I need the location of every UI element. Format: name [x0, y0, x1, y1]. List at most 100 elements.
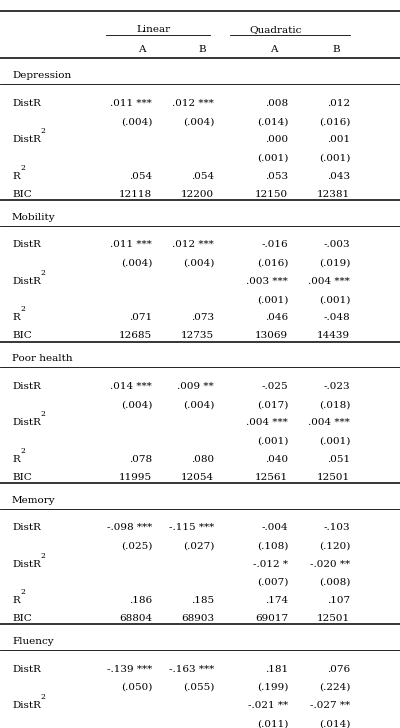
- Text: .011 ***: .011 ***: [110, 240, 152, 250]
- Text: (.007): (.007): [257, 578, 288, 587]
- Text: -.027 **: -.027 **: [310, 701, 350, 711]
- Text: Poor health: Poor health: [12, 354, 73, 363]
- Text: 2: 2: [20, 305, 25, 313]
- Text: 12200: 12200: [181, 190, 214, 199]
- Text: Quadratic: Quadratic: [250, 25, 302, 34]
- Text: 12150: 12150: [255, 190, 288, 199]
- Text: (.001): (.001): [319, 154, 350, 162]
- Text: .181: .181: [265, 665, 288, 674]
- Text: (.014): (.014): [257, 117, 288, 126]
- Text: DistR: DistR: [12, 701, 41, 711]
- Text: .004 ***: .004 ***: [308, 277, 350, 286]
- Text: DistR: DistR: [12, 277, 41, 286]
- Text: .076: .076: [327, 665, 350, 674]
- Text: 12561: 12561: [255, 473, 288, 482]
- Text: .003 ***: .003 ***: [246, 277, 288, 286]
- Text: 13069: 13069: [255, 331, 288, 341]
- Text: .078: .078: [129, 455, 152, 464]
- Text: (.004): (.004): [121, 258, 152, 268]
- Text: -.103: -.103: [323, 523, 350, 532]
- Text: 12501: 12501: [317, 473, 350, 482]
- Text: DistR: DistR: [12, 523, 41, 532]
- Text: -.163 ***: -.163 ***: [169, 665, 214, 674]
- Text: .174: .174: [265, 596, 288, 605]
- Text: (.016): (.016): [319, 117, 350, 126]
- Text: .185: .185: [191, 596, 214, 605]
- Text: (.018): (.018): [319, 400, 350, 409]
- Text: (.004): (.004): [121, 400, 152, 409]
- Text: .004 ***: .004 ***: [246, 419, 288, 427]
- Text: 12685: 12685: [119, 331, 152, 341]
- Text: 2: 2: [20, 447, 25, 455]
- Text: .001: .001: [327, 135, 350, 144]
- Text: 2: 2: [20, 164, 25, 172]
- Text: (.011): (.011): [257, 719, 288, 728]
- Text: -.023: -.023: [323, 382, 350, 391]
- Text: 14439: 14439: [317, 331, 350, 341]
- Text: .054: .054: [129, 172, 152, 181]
- Text: 2: 2: [41, 552, 46, 560]
- Text: (.001): (.001): [257, 154, 288, 162]
- Text: 2: 2: [41, 127, 46, 135]
- Text: DistR: DistR: [12, 240, 41, 250]
- Text: (.017): (.017): [257, 400, 288, 409]
- Text: .040: .040: [265, 455, 288, 464]
- Text: R: R: [12, 313, 20, 323]
- Text: (.001): (.001): [257, 437, 288, 446]
- Text: -.048: -.048: [323, 313, 350, 323]
- Text: (.019): (.019): [319, 258, 350, 268]
- Text: .009 **: .009 **: [177, 382, 214, 391]
- Text: (.199): (.199): [257, 683, 288, 692]
- Text: (.004): (.004): [183, 258, 214, 268]
- Text: Memory: Memory: [12, 496, 56, 505]
- Text: (.001): (.001): [319, 295, 350, 304]
- Text: -.012 *: -.012 *: [253, 560, 288, 569]
- Text: (.027): (.027): [183, 542, 214, 550]
- Text: -.016: -.016: [261, 240, 288, 250]
- Text: 68804: 68804: [119, 614, 152, 623]
- Text: .186: .186: [129, 596, 152, 605]
- Text: 12501: 12501: [317, 614, 350, 623]
- Text: BIC: BIC: [12, 473, 32, 482]
- Text: 12054: 12054: [181, 473, 214, 482]
- Text: A: A: [270, 45, 278, 55]
- Text: (.025): (.025): [121, 542, 152, 550]
- Text: -.021 **: -.021 **: [248, 701, 288, 711]
- Text: .054: .054: [191, 172, 214, 181]
- Text: (.055): (.055): [183, 683, 214, 692]
- Text: BIC: BIC: [12, 614, 32, 623]
- Text: B: B: [198, 45, 206, 55]
- Text: .053: .053: [265, 172, 288, 181]
- Text: (.004): (.004): [121, 117, 152, 126]
- Text: 2: 2: [41, 693, 46, 701]
- Text: 11995: 11995: [119, 473, 152, 482]
- Text: 12735: 12735: [181, 331, 214, 341]
- Text: (.014): (.014): [319, 719, 350, 728]
- Text: .046: .046: [265, 313, 288, 323]
- Text: .043: .043: [327, 172, 350, 181]
- Text: .000: .000: [265, 135, 288, 144]
- Text: 12381: 12381: [317, 190, 350, 199]
- Text: (.001): (.001): [257, 295, 288, 304]
- Text: -.115 ***: -.115 ***: [169, 523, 214, 532]
- Text: B: B: [332, 45, 340, 55]
- Text: Linear: Linear: [137, 25, 171, 34]
- Text: BIC: BIC: [12, 331, 32, 341]
- Text: (.004): (.004): [183, 400, 214, 409]
- Text: 2: 2: [41, 269, 46, 277]
- Text: A: A: [138, 45, 146, 55]
- Text: R: R: [12, 596, 20, 605]
- Text: (.001): (.001): [319, 437, 350, 446]
- Text: (.016): (.016): [257, 258, 288, 268]
- Text: DistR: DistR: [12, 99, 41, 108]
- Text: .073: .073: [191, 313, 214, 323]
- Text: R: R: [12, 455, 20, 464]
- Text: .107: .107: [327, 596, 350, 605]
- Text: .071: .071: [129, 313, 152, 323]
- Text: .051: .051: [327, 455, 350, 464]
- Text: DistR: DistR: [12, 419, 41, 427]
- Text: (.108): (.108): [257, 542, 288, 550]
- Text: Mobility: Mobility: [12, 213, 56, 222]
- Text: -.098 ***: -.098 ***: [107, 523, 152, 532]
- Text: DistR: DistR: [12, 665, 41, 674]
